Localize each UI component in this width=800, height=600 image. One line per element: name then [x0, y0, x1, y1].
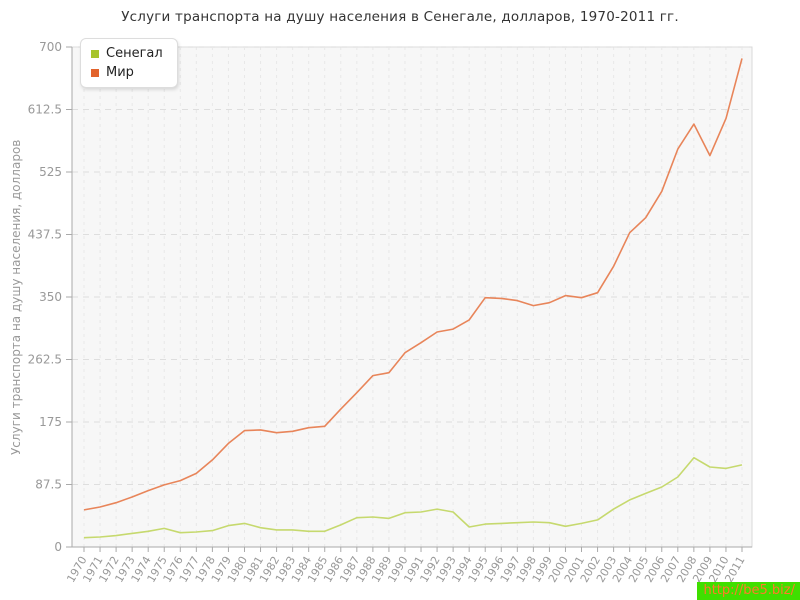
y-tick-label: 525	[39, 165, 62, 179]
series-line-world	[83, 58, 743, 511]
y-tick-label: 350	[39, 290, 62, 304]
legend-item-senegal: Сенегал	[91, 46, 163, 61]
y-tick-label: 437.5	[28, 228, 62, 242]
y-tick-label: 87.5	[35, 478, 62, 492]
legend-marker-icon	[91, 68, 99, 77]
y-tick-label: 0	[54, 540, 62, 554]
y-grid-and-labels: 0 87.5 175 262.5 350 437.5 525 612.5 700	[28, 40, 752, 554]
y-tick-label: 262.5	[28, 353, 62, 367]
legend: Сенегал Мир	[80, 38, 178, 88]
y-tick-label: 175	[39, 415, 62, 429]
watermark-link[interactable]: http://be5.biz/	[697, 582, 800, 600]
legend-marker-icon	[91, 49, 99, 58]
y-tick-label: 700	[39, 40, 62, 54]
legend-label: Сенегал	[106, 46, 163, 61]
legend-item-world: Мир	[91, 65, 163, 80]
chart-title: Услуги транспорта на душу населения в Се…	[121, 9, 679, 25]
y-tick-label: 612.5	[28, 103, 62, 117]
series-line-senegal	[83, 456, 743, 539]
legend-label: Мир	[106, 65, 134, 80]
x-grid-and-labels: 1970197119721973197419751976197719781979…	[64, 47, 748, 585]
